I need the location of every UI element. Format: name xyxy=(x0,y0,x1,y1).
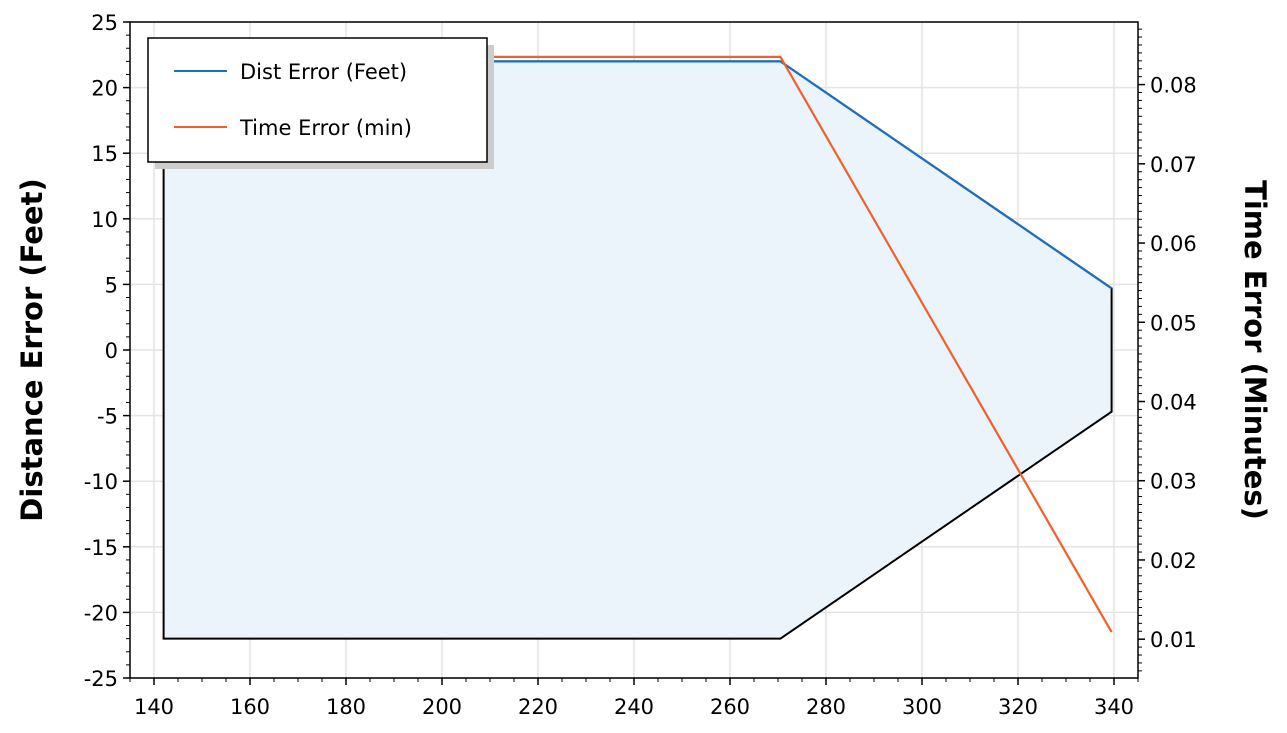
y-tick-label: 10 xyxy=(91,208,118,232)
y2-tick-label: 0.02 xyxy=(1150,549,1197,573)
x-tick-label: 240 xyxy=(614,695,654,719)
y2-tick-label: 0.08 xyxy=(1150,74,1197,98)
x-tick-label: 300 xyxy=(902,695,942,719)
y2-tick-label: 0.06 xyxy=(1150,232,1197,256)
legend-box xyxy=(147,37,488,163)
y-tick-label: -15 xyxy=(84,536,118,560)
y-tick-label: -25 xyxy=(84,667,118,691)
legend: Dist Error (Feet) Time Error (min) xyxy=(147,37,494,169)
y-tick-label: 5 xyxy=(105,273,118,297)
x-tick-label: 200 xyxy=(422,695,462,719)
y-tick-label: 0 xyxy=(105,339,118,363)
ticks-layer xyxy=(123,21,1145,685)
y-tick-label: 15 xyxy=(91,142,118,166)
legend-label-time-error: Time Error (min) xyxy=(239,116,412,140)
y2-tick-label: 0.07 xyxy=(1150,153,1197,177)
y-tick-label: -20 xyxy=(84,601,118,625)
tick-labels-layer: 140 160 180 200 220 240 260 280 300 320 340-25-20-… xyxy=(84,11,1197,719)
y-tick-label: -5 xyxy=(97,405,118,429)
y-tick-label: -10 xyxy=(84,470,118,494)
x-tick-label: 320 xyxy=(998,695,1038,719)
x-tick-label: 140 xyxy=(134,695,174,719)
x-tick-label: 220 xyxy=(518,695,558,719)
x-tick-label: 180 xyxy=(326,695,366,719)
y2-tick-label: 0.03 xyxy=(1150,470,1197,494)
y-tick-label: 20 xyxy=(91,77,118,101)
y2-axis-title: Time Error (Minutes) xyxy=(1238,180,1272,520)
x-tick-label: 340 xyxy=(1094,695,1134,719)
legend-label-dist-error: Dist Error (Feet) xyxy=(240,60,407,84)
x-tick-label: 280 xyxy=(806,695,846,719)
y2-tick-label: 0.01 xyxy=(1150,628,1197,652)
y2-tick-label: 0.05 xyxy=(1150,311,1197,335)
x-tick-label: 260 xyxy=(710,695,750,719)
y2-tick-label: 0.04 xyxy=(1150,390,1197,414)
y-axis-title: Distance Error (Feet) xyxy=(15,178,49,521)
x-tick-label: 160 xyxy=(230,695,270,719)
y-tick-label: 25 xyxy=(91,11,118,35)
